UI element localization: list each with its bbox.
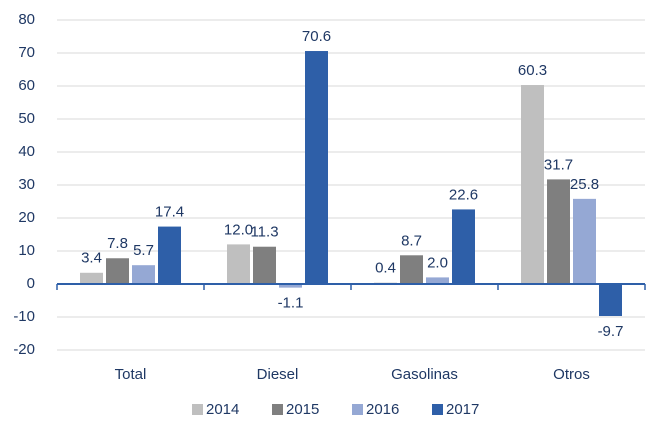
- data-label: 12.0: [224, 221, 253, 238]
- data-label: 8.7: [401, 232, 422, 249]
- bar: [279, 284, 302, 288]
- y-tick-label: 50: [18, 110, 35, 127]
- data-label: 0.4: [375, 260, 396, 277]
- y-tick-label: 70: [18, 44, 35, 61]
- bar: [158, 226, 181, 284]
- data-label: 11.3: [250, 224, 278, 241]
- data-label: 3.4: [81, 250, 102, 267]
- data-label: 7.8: [107, 235, 128, 252]
- bar: [80, 272, 103, 284]
- bar: [132, 265, 155, 284]
- legend-label: 2017: [446, 401, 479, 418]
- bar: [426, 277, 449, 284]
- x-tick-label: Gasolinas: [391, 366, 458, 383]
- bar: [400, 255, 423, 284]
- bar: [227, 244, 250, 284]
- x-tick-label: Diesel: [257, 366, 299, 383]
- data-label: 17.4: [155, 204, 184, 221]
- y-tick-label: 20: [18, 209, 35, 226]
- legend-label: 2015: [286, 401, 319, 418]
- legend-swatch: [192, 404, 203, 415]
- legend-label: 2014: [206, 401, 239, 418]
- y-tick-label: 30: [18, 176, 35, 193]
- y-tick-label: 0: [27, 275, 35, 292]
- legend-swatch: [272, 404, 283, 415]
- data-label: -1.1: [278, 295, 304, 312]
- bar: [305, 51, 328, 284]
- y-tick-label: 80: [18, 11, 35, 28]
- bar: [521, 85, 544, 284]
- y-tick-label: 10: [18, 242, 35, 259]
- y-tick-label: 40: [18, 143, 35, 160]
- data-label: 25.8: [570, 176, 599, 193]
- bar: [599, 284, 622, 317]
- bar: [452, 209, 475, 284]
- data-label: 5.7: [133, 242, 154, 259]
- y-tick-label: -20: [13, 341, 35, 358]
- data-label: 2.0: [427, 254, 448, 271]
- y-tick-label: 60: [18, 77, 35, 94]
- x-tick-label: Otros: [553, 366, 590, 383]
- bar: [106, 258, 129, 284]
- data-label: 60.3: [518, 62, 547, 79]
- bar: [253, 246, 276, 284]
- legend-swatch: [432, 404, 443, 415]
- y-tick-label: -10: [13, 308, 35, 325]
- legend-swatch: [352, 404, 363, 415]
- data-label: -9.7: [598, 323, 624, 340]
- bar: [547, 179, 570, 284]
- x-tick-label: Total: [115, 366, 147, 383]
- legend-label: 2016: [366, 401, 399, 418]
- data-label: 31.7: [544, 156, 573, 173]
- data-label: 70.6: [302, 28, 331, 45]
- data-label: 22.6: [449, 186, 478, 203]
- bar: [573, 198, 596, 284]
